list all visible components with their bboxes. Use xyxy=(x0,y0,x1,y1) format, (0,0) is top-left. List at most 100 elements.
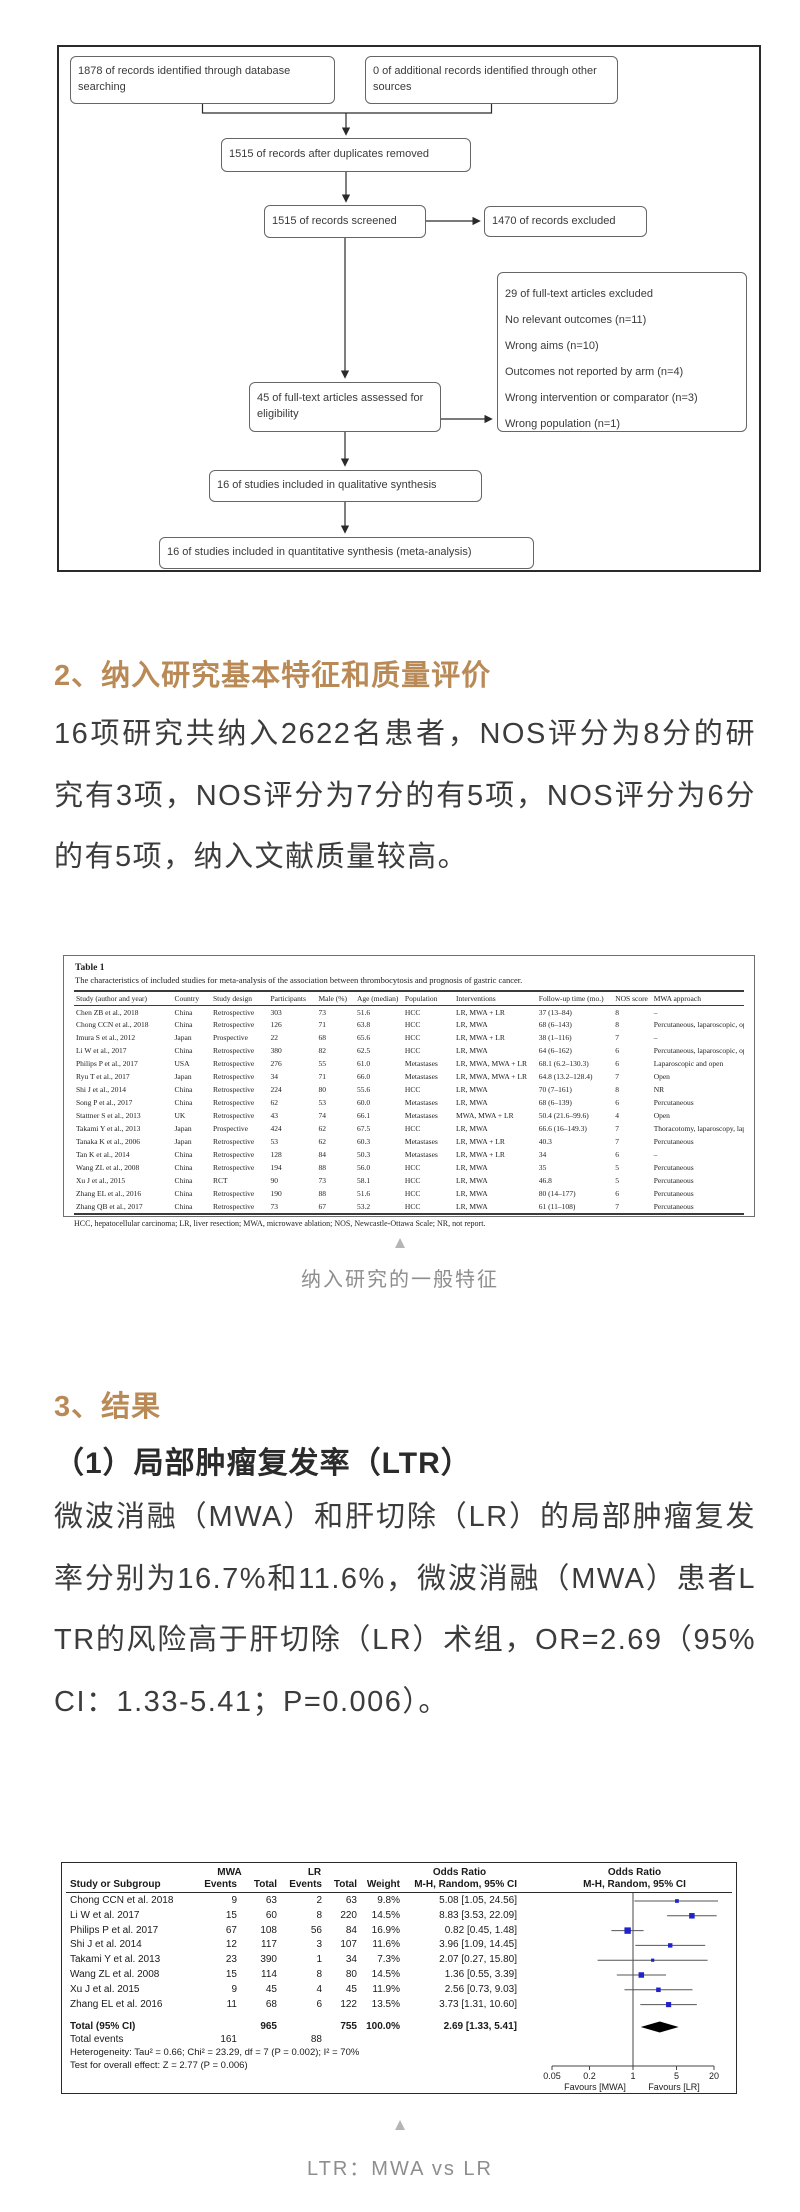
forest-lr-total: 80 xyxy=(345,1969,357,1980)
table1-cell: Laparoscopic and open xyxy=(653,1059,724,1069)
table1-cell: Open xyxy=(653,1072,670,1082)
table1-cell: 6 xyxy=(615,1059,619,1069)
forest-or-label: 0.82 [0.45, 1.48] xyxy=(444,1924,517,1936)
table1-col-header: Country xyxy=(172,991,212,1006)
table1-cell: 38 (1–116) xyxy=(538,1033,572,1043)
table1-cell: 73 xyxy=(270,1201,278,1211)
forest-study-col-header: Study or Subgroup xyxy=(70,1879,161,1890)
forest-study-name: Shi J et al. 2014 xyxy=(70,1939,142,1951)
table1-cell: 55 xyxy=(318,1059,326,1069)
forest-plot-image[interactable]: MWA LR Odds Ratio Odds Ratio Study or Su… xyxy=(61,1862,737,2094)
forest-weight: 14.5% xyxy=(371,1969,400,1980)
table1-cell: 68 xyxy=(318,1033,326,1043)
forest-lr-events: 4 xyxy=(316,1983,322,1995)
flow-box-records-identified: 1878 of records identified through datab… xyxy=(70,56,335,104)
forest-lr-total: 107 xyxy=(340,1939,357,1951)
table1-row: Stattner S et al., 2013 UK Retrospective 43… xyxy=(74,1109,744,1122)
forest-weight: 7.3% xyxy=(377,1954,400,1966)
table1-caption: 纳入研究的一般特征 xyxy=(301,1269,499,1291)
table1-row: Song P et al., 2017 China Retrospective 62 5… xyxy=(74,1097,744,1110)
table1-col-header: Population xyxy=(402,991,455,1006)
forest-mwa-events: 67 xyxy=(225,1924,237,1936)
table1-cell: Percutaneous, laparoscopic, open xyxy=(653,1046,744,1056)
forest-lr-total: 45 xyxy=(345,1983,357,1995)
forest-heterogeneity: Heterogeneity: Tau² = 0.66; Chi² = 23.29… xyxy=(70,2047,360,2058)
forest-header-rule xyxy=(66,1892,732,1893)
caption-triangle-icon: ▲ xyxy=(391,1233,409,1252)
forest-total2-col-header: Total xyxy=(333,1879,357,1890)
forest-lr-total: 122 xyxy=(340,1998,357,2010)
table1-cell: 66.0 xyxy=(356,1072,371,1082)
table1-cell: Chong CCN et al., 2018 xyxy=(76,1020,149,1030)
svg-text:1: 1 xyxy=(630,2071,635,2081)
prisma-flow-diagram-image[interactable]: 1878 of records identified through datab… xyxy=(57,45,761,572)
table1-cell: 67 xyxy=(318,1201,326,1211)
table1-cell: Retrospective xyxy=(213,1111,255,1121)
forest-lr-events: 1 xyxy=(316,1954,322,1966)
section3-subheading: （1）局部肿瘤复发率（LTR） xyxy=(54,1447,472,1480)
table1-cell: HCC xyxy=(404,1162,421,1172)
table1-cell: 303 xyxy=(270,1007,282,1017)
table1-cell: – xyxy=(653,1007,658,1017)
table1-cell: China xyxy=(174,1098,193,1108)
table1-cell: 34 xyxy=(270,1072,278,1082)
table1-cell: 82 xyxy=(318,1046,326,1056)
forest-mwa-events: 9 xyxy=(231,1895,237,1906)
forest-lr-events: 8 xyxy=(316,1969,322,1980)
table1-cell: 5 xyxy=(615,1175,619,1185)
table1-cell: Prospective xyxy=(213,1033,249,1043)
table1-col-header: Interventions xyxy=(454,991,537,1006)
caption-triangle-icon: ▲ xyxy=(391,2115,409,2134)
table1-cell: 84 xyxy=(318,1149,326,1159)
table1-cell: 51.6 xyxy=(356,1188,371,1198)
table1-col-header: Participants xyxy=(268,991,317,1006)
forest-lr-events: 6 xyxy=(316,1998,322,2010)
table1-cell: Retrospective xyxy=(213,1059,255,1069)
forest-mwa-events: 15 xyxy=(225,1909,237,1921)
table1-cell: Chen ZB et al., 2018 xyxy=(76,1007,139,1017)
table1-cell: 88 xyxy=(318,1188,326,1198)
table1-cell: 62 xyxy=(270,1098,278,1108)
table1-cell: 56.0 xyxy=(356,1162,371,1172)
table1-cell: Retrospective xyxy=(213,1149,255,1159)
table1-cell: Metastases xyxy=(404,1136,438,1146)
flow-box-duplicates-removed: 1515 of records after duplicates removed xyxy=(221,138,471,172)
table1-row: Philips P et al., 2017 USA Retrospective 27… xyxy=(74,1058,744,1071)
forest-weight: 11.6% xyxy=(372,1939,400,1951)
forest-lr-events: 3 xyxy=(316,1939,322,1951)
table1-cell: Retrospective xyxy=(213,1188,255,1198)
table1-cell: LR, MWA + LR xyxy=(456,1136,505,1146)
table1-cell: 71 xyxy=(318,1020,326,1030)
table1-cell: 22 xyxy=(270,1033,278,1043)
forest-mwa-total: 68 xyxy=(265,1998,277,2010)
table1-cell: – xyxy=(653,1033,658,1043)
table1-cell: Metastases xyxy=(404,1098,438,1108)
table1-cell: Tanaka K et al., 2006 xyxy=(76,1136,141,1146)
table1-cell: 7 xyxy=(615,1072,619,1082)
table1-cell: LR, MWA xyxy=(456,1046,488,1056)
flow-box-fulltext-excluded: 29 of full-text articles excluded No rel… xyxy=(497,272,747,432)
forest-group2-header: LR xyxy=(307,1867,322,1878)
forest-or-label: 5.08 [1.05, 24.56] xyxy=(439,1895,517,1906)
table1-cell: 80 (14–177) xyxy=(538,1188,576,1198)
table1-cell: Retrospective xyxy=(213,1020,255,1030)
table1-cell: Ryu T et al., 2017 xyxy=(76,1072,130,1082)
table1-cell: 6 xyxy=(615,1149,619,1159)
forest-weight: 14.5% xyxy=(371,1909,400,1921)
table1-cell: 80 xyxy=(318,1085,326,1095)
forest-lr-total: 34 xyxy=(345,1954,357,1966)
table1-cell: 5 xyxy=(615,1162,619,1172)
table1-cell: 64 (6–162) xyxy=(538,1046,572,1056)
table1-cell: China xyxy=(174,1162,193,1172)
table1-cell: 7 xyxy=(615,1123,619,1133)
table1-cell: 126 xyxy=(270,1020,282,1030)
table1-cell: Zhang EL et al., 2016 xyxy=(76,1188,142,1198)
table1-figure-image[interactable]: Table 1 The characteristics of included … xyxy=(63,955,755,1228)
table1-cell: LR, MWA xyxy=(456,1098,488,1108)
table1-cell: 35 xyxy=(538,1162,547,1172)
table1-cell: 67.5 xyxy=(356,1123,371,1133)
table1-cell: UK xyxy=(174,1111,186,1121)
table1-cell: MWA, MWA + LR xyxy=(456,1111,514,1121)
table1-cell: 66.6 (16–149.3) xyxy=(538,1123,587,1133)
forest-mwa-total: 63 xyxy=(265,1895,277,1906)
